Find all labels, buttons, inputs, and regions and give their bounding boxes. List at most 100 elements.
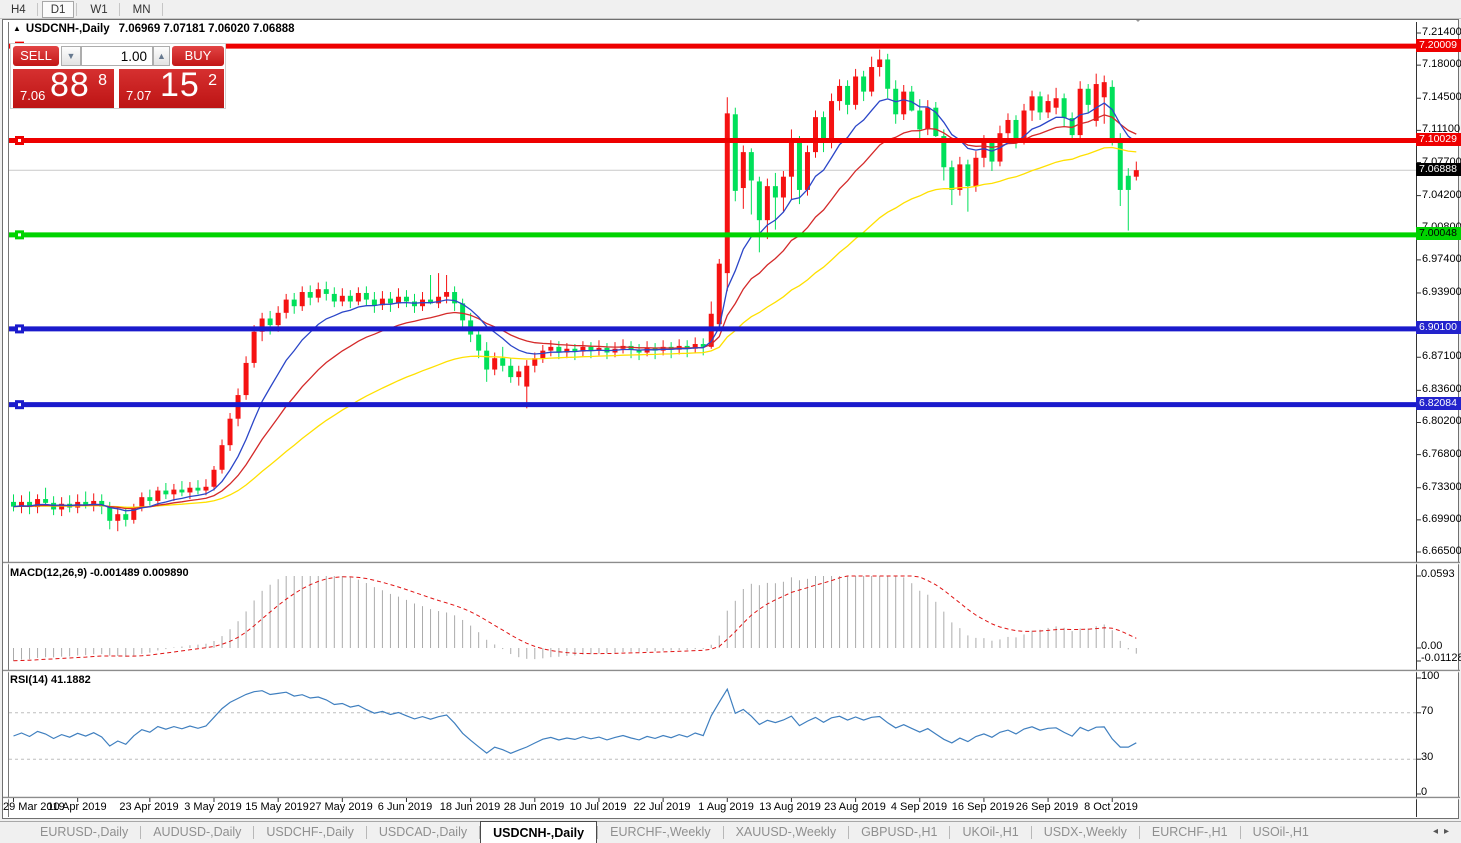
tab-scroll-left-icon[interactable]: ◂	[1432, 826, 1444, 837]
date-axis-label: 3 May 2019	[184, 801, 242, 813]
mid-ma	[13, 114, 1137, 510]
date-axis-label: 10 Apr 2019	[47, 801, 107, 813]
macd-scale-label: 0.00	[1421, 640, 1443, 652]
horizontal-level-lines[interactable]	[9, 41, 1416, 410]
volume-input[interactable]	[81, 46, 153, 66]
price-axis-tick-label: 6.80200	[1422, 415, 1461, 427]
tab-scroll-right-icon[interactable]: ▸	[1443, 826, 1455, 837]
tab-separator	[1138, 826, 1140, 839]
tab-separator	[949, 826, 951, 839]
timeframe-button-h4[interactable]: H4	[11, 3, 26, 16]
price-axis-tick-label: 7.21400	[1422, 26, 1461, 38]
date-axis-label: 1 Aug 2019	[698, 801, 754, 813]
price-badge: 6.90100	[1416, 321, 1461, 334]
date-axis-label: 6 Jun 2019	[377, 801, 433, 813]
symbol-tab-usdcnh-daily[interactable]: USDCNH-,Daily	[480, 821, 598, 843]
toolbar-separator	[118, 2, 120, 16]
buy-price-box[interactable]: 7.07 15 2	[119, 66, 224, 108]
price-axis-tick-label: 6.66500	[1422, 545, 1461, 557]
date-axis-label: 22 Jul 2019	[633, 801, 691, 813]
sell-price-box[interactable]: 7.06 88 8	[13, 66, 114, 108]
buy-price-integer: 7.07	[126, 88, 152, 103]
rsi-line	[13, 687, 1137, 754]
price-badge: 7.00048	[1416, 227, 1461, 240]
tab-separator	[365, 826, 367, 839]
buy-button[interactable]: BUY	[172, 46, 224, 66]
symbol-tab-usdx-weekly[interactable]: USDX-,Weekly	[1043, 825, 1127, 839]
symbol-tab-gbpusd-h1[interactable]: GBPUSD-,H1	[861, 825, 938, 839]
one-click-trading-panel: SELL ▼ ▲ BUY 7.06 88 8 7.07 15 2	[10, 43, 226, 109]
sell-button[interactable]: SELL	[13, 46, 59, 66]
timeframe-button-mn[interactable]: MN	[132, 3, 151, 16]
date-axis-label: 4 Sep 2019	[890, 801, 948, 813]
symbol-tab-xauusd-weekly[interactable]: XAUUSD-,Weekly	[735, 825, 837, 839]
collapse-triangle-icon[interactable]: ▲	[13, 24, 21, 33]
volume-increase-button[interactable]: ▲	[153, 46, 170, 66]
price-badge: 7.06888	[1416, 163, 1461, 176]
chart-canvas[interactable]	[3, 20, 1460, 820]
tab-separator	[140, 826, 142, 839]
price-axis-tick-label: 6.73300	[1422, 481, 1461, 493]
date-axis-label: 27 May 2019	[309, 801, 373, 813]
date-axis-label: 29 Mar 2019	[3, 801, 65, 813]
timeframe-toolbar: H4 D1 W1 MN	[0, 0, 1461, 19]
toolbar-separator	[76, 2, 78, 16]
shift-end-marker-icon	[1136, 20, 1140, 22]
tab-separator	[479, 826, 481, 839]
tab-separator	[597, 826, 599, 839]
date-axis-label: 10 Jul 2019	[569, 801, 627, 813]
macd-signal-line	[13, 575, 1137, 662]
price-axis-tick-label: 6.93900	[1422, 286, 1461, 298]
symbol-tab-usdcad-daily[interactable]: USDCAD-,Daily	[378, 825, 468, 839]
tab-separator	[1239, 826, 1241, 839]
symbol-tab-usdchf-daily[interactable]: USDCHF-,Daily	[266, 825, 354, 839]
date-axis-label: 26 Sep 2019	[1015, 801, 1079, 813]
chart-window	[2, 19, 1460, 820]
symbol-tab-usoil-h1[interactable]: USOil-,H1	[1252, 825, 1309, 839]
date-axis-label: 18 Jun 2019	[439, 801, 501, 813]
sell-price-integer: 7.06	[20, 88, 46, 103]
volume-decrease-button[interactable]: ▼	[61, 46, 81, 66]
price-axis-tick-label: 7.14500	[1422, 91, 1461, 103]
tab-separator	[253, 826, 255, 839]
date-axis-label: 15 May 2019	[245, 801, 309, 813]
symbol-tab-eurusd-daily[interactable]: EURUSD-,Daily	[40, 825, 129, 839]
price-axis-tick-label: 6.97400	[1422, 253, 1461, 265]
moving-averages	[13, 98, 1137, 512]
price-axis-tick-label: 6.87100	[1422, 350, 1461, 362]
tab-separator	[848, 826, 850, 839]
rsi-scale-label: 0	[1421, 786, 1428, 798]
macd-scale-label: 0.0593	[1421, 568, 1455, 580]
price-axis-tick-label: 7.18000	[1422, 58, 1461, 70]
rsi-scale-label: 100	[1421, 670, 1440, 682]
timeframe-button-w1[interactable]: W1	[90, 3, 108, 16]
date-axis-label: 23 Apr 2019	[119, 801, 179, 813]
price-badge: 7.10029	[1416, 133, 1461, 146]
price-axis-tick-label: 6.76800	[1422, 448, 1461, 460]
chart-ohlc-values: 7.06969 7.07181 7.06020 7.06888	[118, 23, 295, 35]
price-axis-tick-label: 7.04200	[1422, 189, 1461, 201]
date-axis-label: 16 Sep 2019	[951, 801, 1015, 813]
toolbar-separator	[36, 2, 38, 16]
candlestick-series	[11, 49, 1139, 532]
price-badge: 7.20009	[1416, 39, 1461, 52]
tab-separator	[722, 826, 724, 839]
date-axis-label: 13 Aug 2019	[759, 801, 821, 813]
price-axis-tick-label: 7.11100	[1422, 123, 1461, 135]
price-axis-tick-label: 6.69900	[1422, 513, 1461, 525]
slow-ma	[13, 146, 1137, 508]
symbol-tab-eurchf-weekly[interactable]: EURCHF-,Weekly	[610, 825, 711, 839]
buy-price-pips: 15	[160, 66, 200, 104]
sell-price-pips: 88	[50, 66, 90, 104]
date-axis-label: 8 Oct 2019	[1084, 801, 1138, 813]
price-axis-tick-label: 6.83600	[1422, 383, 1461, 395]
buy-price-point: 2	[208, 72, 217, 89]
macd-scale-label: -0.011289	[1421, 652, 1461, 664]
sell-price-point: 8	[98, 72, 107, 89]
fast-ma	[13, 98, 1137, 512]
symbol-tab-audusd-daily[interactable]: AUDUSD-,Daily	[153, 825, 242, 839]
timeframe-button-d1[interactable]: D1	[41, 0, 75, 18]
symbol-tab-ukoil-h1[interactable]: UKOil-,H1	[962, 825, 1019, 839]
symbol-tab-eurchf-h1[interactable]: EURCHF-,H1	[1151, 825, 1228, 839]
